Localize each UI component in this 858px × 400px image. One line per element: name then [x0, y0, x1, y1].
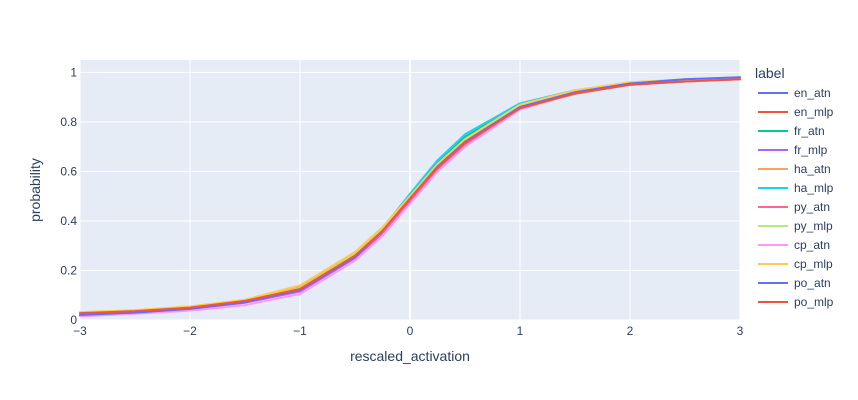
- y-tick-label: 0: [70, 313, 77, 327]
- legend-label: py_atn: [794, 200, 830, 214]
- legend-item-ha-mlp[interactable]: ha_mlp: [758, 181, 834, 195]
- legend-item-fr-atn[interactable]: fr_atn: [758, 124, 825, 138]
- y-tick-label: 0.6: [60, 164, 77, 178]
- x-tick-label: −2: [183, 324, 197, 338]
- x-tick-labels: −3 −2 −1 0 1 2 3: [73, 324, 744, 338]
- x-tick-label: −1: [293, 324, 307, 338]
- legend[interactable]: en_atn en_mlp fr_atn fr_mlp ha_atn ha_mlp py_a…: [758, 86, 834, 309]
- y-tick-label: 0.4: [60, 214, 77, 228]
- x-tick-label: 0: [407, 324, 414, 338]
- legend-label: cp_atn: [794, 238, 830, 252]
- legend-item-po-atn[interactable]: po_atn: [758, 276, 831, 290]
- y-tick-label: 0.2: [60, 263, 77, 277]
- legend-label: ha_mlp: [794, 181, 834, 195]
- y-axis-title: probability: [27, 158, 43, 222]
- series-line-po-mlp: [79, 78, 741, 315]
- y-tick-labels: 0 0.2 0.4 0.6 0.8 1: [60, 65, 77, 327]
- legend-item-en-mlp[interactable]: en_mlp: [758, 105, 834, 119]
- legend-label: py_mlp: [794, 219, 833, 233]
- legend-item-cp-atn[interactable]: cp_atn: [758, 238, 830, 252]
- y-tick-label: 0.8: [60, 115, 77, 129]
- x-axis-title: rescaled_activation: [350, 348, 470, 364]
- series-layer: [79, 76, 741, 318]
- grid-lines: [79, 60, 741, 321]
- x-tick-label: 2: [627, 324, 634, 338]
- series-line-cp-mlp: [79, 76, 741, 314]
- legend-item-fr-mlp[interactable]: fr_mlp: [758, 143, 828, 157]
- x-tick-label: 3: [737, 324, 744, 338]
- legend-label: en_atn: [794, 86, 831, 100]
- legend-item-py-mlp[interactable]: py_mlp: [758, 219, 833, 233]
- y-tick-label: 1: [70, 65, 77, 79]
- legend-item-po-mlp[interactable]: po_mlp: [758, 295, 834, 309]
- legend-label: fr_mlp: [794, 143, 828, 157]
- legend-label: en_mlp: [794, 105, 834, 119]
- legend-item-ha-atn[interactable]: ha_atn: [758, 162, 831, 176]
- x-tick-label: −3: [73, 324, 87, 338]
- x-tick-label: 1: [517, 324, 524, 338]
- legend-label: fr_atn: [794, 124, 825, 138]
- legend-item-en-atn[interactable]: en_atn: [758, 86, 831, 100]
- legend-label: ha_atn: [794, 162, 831, 176]
- legend-item-cp-mlp[interactable]: cp_mlp: [758, 257, 833, 271]
- legend-title: label: [755, 65, 785, 81]
- legend-label: po_atn: [794, 276, 831, 290]
- legend-label: cp_mlp: [794, 257, 833, 271]
- legend-item-py-atn[interactable]: py_atn: [758, 200, 830, 214]
- legend-label: po_mlp: [794, 295, 834, 309]
